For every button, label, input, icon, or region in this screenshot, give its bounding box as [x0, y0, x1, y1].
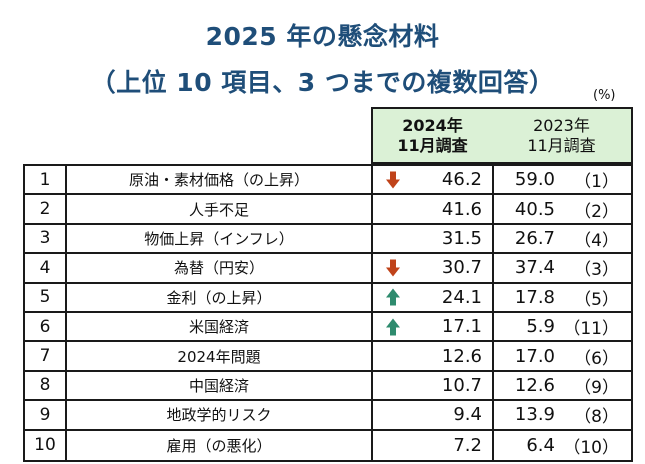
value-2023-cell: 6.4 （10）: [494, 431, 631, 460]
rank-cell: 7: [25, 342, 67, 370]
value-2024: 17.1: [441, 316, 482, 338]
value-2023-cell: 26.7 （4）: [494, 225, 631, 252]
concern-label-cell: 為替（円安）: [67, 254, 373, 282]
concern-label-cell: 金利（の上昇）: [67, 283, 373, 311]
down-arrow-icon: [386, 171, 400, 189]
value-2024-cell: 46.2: [373, 166, 494, 194]
value-2024-cell: 10.7: [373, 371, 494, 400]
rank-2023: （1）: [574, 172, 619, 193]
column-header-2023-year: 2023年: [533, 115, 590, 135]
page-title: 2025 年の懸念材料: [205, 22, 440, 51]
table-row: 9 地政学的リスク 9.4 13.9 （8）: [25, 401, 631, 431]
concern-label-cell: 米国経済: [67, 312, 373, 341]
column-header-2023-survey: 11月調査: [527, 135, 596, 155]
value-2023-cell: 17.0 （6）: [494, 342, 631, 369]
value-2023: 5.9: [526, 316, 555, 338]
rank-cell: 1: [25, 166, 67, 194]
value-2023: 59.0: [514, 169, 555, 191]
concerns-table: 1 原油・素材価格（の上昇） 46.2 59.0 （1） 2 人手不足 41.6 40.5 （2）…: [23, 164, 633, 462]
table-row: 1 原油・素材価格（の上昇） 46.2 59.0 （1）: [25, 166, 631, 196]
value-2023-cell: 13.9 （8）: [494, 401, 631, 428]
value-2023: 17.0: [514, 345, 555, 367]
concern-label-cell: 地政学的リスク: [67, 401, 373, 429]
up-arrow-icon: [386, 318, 400, 336]
table-row: 3 物価上昇（インフレ） 31.5 26.7 （4）: [25, 224, 631, 255]
value-2024-cell: 7.2: [373, 430, 494, 460]
value-2023-cell: 12.6 （9）: [494, 372, 631, 399]
value-2024: 46.2: [441, 169, 482, 191]
value-2023: 6.4: [526, 434, 555, 456]
table-row: 10 雇用（の悪化） 7.2 6.4 （10）: [25, 430, 631, 460]
value-2023: 13.9: [514, 404, 555, 426]
column-header-2023: 2023年 11月調査: [492, 107, 633, 164]
value-2023-cell: 5.9 （11）: [494, 313, 631, 340]
column-header-2024-survey: 11月調査: [397, 135, 468, 155]
table-row: 4 為替（円安） 30.7 37.4 （3）: [25, 254, 631, 284]
unit-label: (%): [593, 88, 616, 103]
rank-cell: 4: [25, 254, 67, 282]
value-2023: 40.5: [514, 198, 555, 220]
value-2023: 12.6: [514, 374, 555, 396]
concern-label-cell: 中国経済: [67, 371, 373, 400]
value-2024: 9.4: [453, 404, 482, 426]
rank-cell: 10: [25, 430, 67, 460]
concern-label-cell: 原油・素材価格（の上昇）: [67, 166, 373, 194]
rank-2023: （9）: [574, 377, 619, 398]
up-arrow-icon: [386, 288, 400, 306]
rank-2023: （11）: [563, 319, 619, 340]
rank-2023: （2）: [574, 201, 619, 222]
value-2024-cell: 9.4: [373, 401, 494, 429]
rank-cell: 9: [25, 401, 67, 429]
down-arrow-icon: [386, 259, 400, 277]
rank-2023: （3）: [574, 260, 619, 281]
rank-2023: （6）: [574, 348, 619, 369]
concern-label-cell: 2024年問題: [67, 342, 373, 370]
rank-2023: （8）: [574, 407, 619, 428]
value-2024-cell: 24.1: [373, 283, 494, 311]
value-2023: 26.7: [514, 227, 555, 249]
rank-2023: （5）: [574, 289, 619, 310]
value-2024-cell: 17.1: [373, 312, 494, 341]
table-row: 8 中国経済 10.7 12.6 （9）: [25, 371, 631, 402]
value-2024: 7.2: [453, 434, 482, 456]
value-2024: 10.7: [441, 374, 482, 396]
value-2023-cell: 37.4 （3）: [494, 254, 631, 281]
rank-cell: 3: [25, 224, 67, 253]
table-row: 7 2024年問題 12.6 17.0 （6）: [25, 342, 631, 372]
rank-cell: 5: [25, 283, 67, 311]
table-row: 5 金利（の上昇） 24.1 17.8 （5）: [25, 283, 631, 313]
value-2023: 17.8: [514, 286, 555, 308]
value-2024: 24.1: [441, 286, 482, 308]
value-2024: 41.6: [441, 198, 482, 220]
column-header-2024: 2024年 11月調査: [371, 107, 494, 164]
table-row: 2 人手不足 41.6 40.5 （2）: [25, 195, 631, 225]
concern-label-cell: 人手不足: [67, 195, 373, 223]
table-row: 6 米国経済 17.1 5.9 （11）: [25, 312, 631, 343]
value-2023-cell: 59.0 （1）: [494, 166, 631, 193]
rank-cell: 8: [25, 371, 67, 400]
rank-2023: （10）: [563, 437, 619, 458]
value-2024: 31.5: [441, 227, 482, 249]
value-2024-cell: 41.6: [373, 195, 494, 223]
value-2024: 30.7: [441, 257, 482, 279]
value-2024-cell: 30.7: [373, 254, 494, 282]
rank-cell: 2: [25, 195, 67, 223]
rank-cell: 6: [25, 312, 67, 341]
rank-2023: （4）: [574, 230, 619, 251]
value-2023-cell: 17.8 （5）: [494, 284, 631, 311]
page-subtitle: （上位 10 項目、3 つまでの複数回答）: [90, 68, 555, 97]
concern-label-cell: 雇用（の悪化）: [67, 430, 373, 460]
value-2024-cell: 31.5: [373, 224, 494, 253]
column-header-2024-year: 2024年: [402, 115, 463, 135]
value-2023: 37.4: [514, 257, 555, 279]
concern-label-cell: 物価上昇（インフレ）: [67, 224, 373, 253]
value-2024: 12.6: [441, 345, 482, 367]
value-2023-cell: 40.5 （2）: [494, 195, 631, 222]
value-2024-cell: 12.6: [373, 342, 494, 370]
